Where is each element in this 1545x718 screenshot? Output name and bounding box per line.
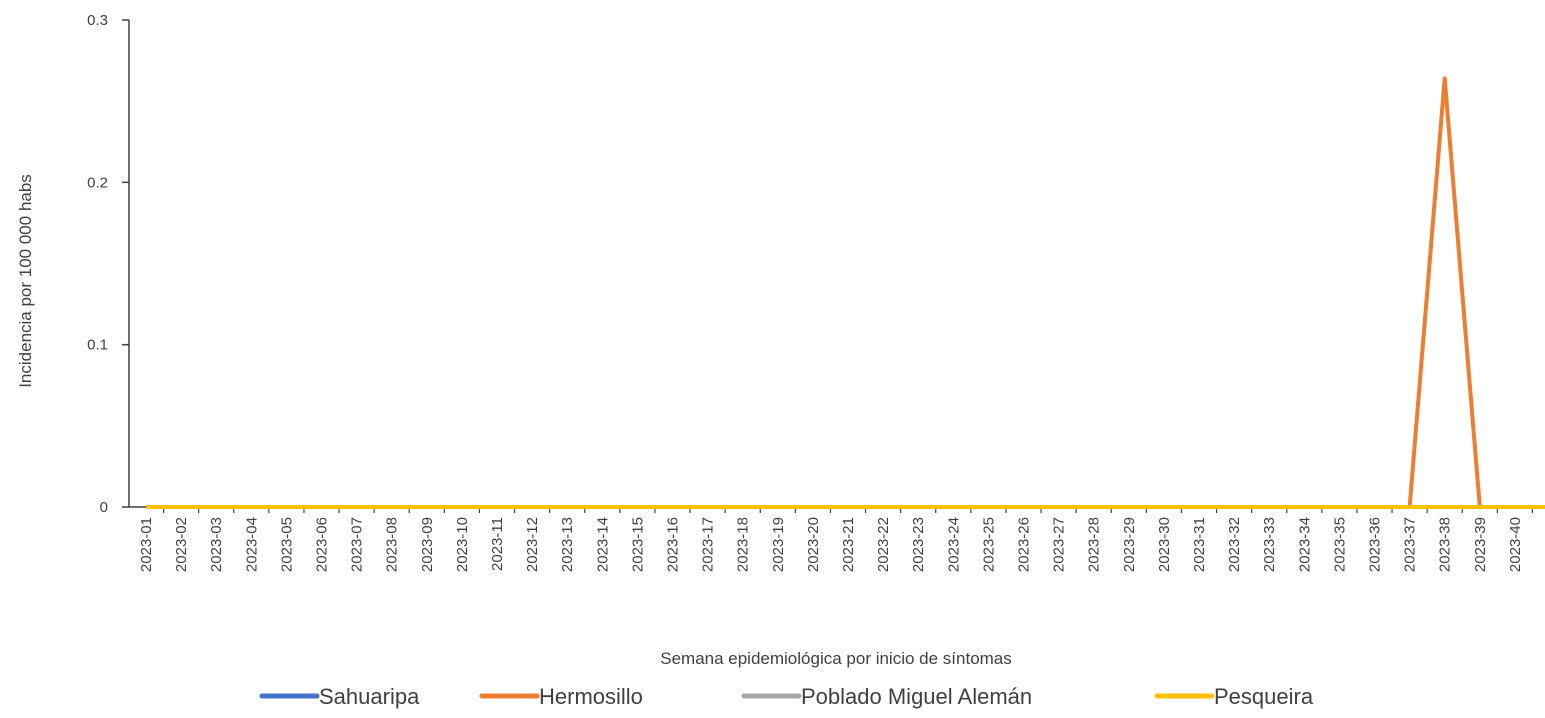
y-axis-ticks: 0 0.1 0.2 0.3 xyxy=(87,12,129,516)
x-tick-label: 2023-20 xyxy=(805,517,822,572)
y-tick-label: 0.3 xyxy=(87,12,108,29)
x-axis-title: Semana epidemiológica por inicio de sínt… xyxy=(660,649,1012,668)
x-tick-label: 2023-08 xyxy=(384,517,401,572)
x-tick-label: 2023-02 xyxy=(173,517,190,572)
x-tick-label: 2023-17 xyxy=(700,517,717,572)
series-line-1 xyxy=(146,76,1545,509)
x-axis-ticks: 2023-01 2023-02 2023-03 2023-04 2023-05 2023-… xyxy=(138,507,1534,572)
x-tick-label: 2023-27 xyxy=(1051,517,1068,572)
y-tick-label: 0 xyxy=(100,499,108,516)
x-tick-label: 2023-30 xyxy=(1156,517,1173,572)
x-tick-label: 2023-39 xyxy=(1472,517,1489,572)
x-tick-label: 2023-40 xyxy=(1507,517,1524,572)
x-tick-label: 2023-36 xyxy=(1367,517,1384,572)
x-tick-label: 2023-29 xyxy=(1121,517,1138,572)
y-tick-label: 0.1 xyxy=(87,337,108,354)
x-tick-label: 2023-11 xyxy=(489,517,506,571)
x-tick-label: 2023-22 xyxy=(875,517,892,572)
x-tick-label: 2023-38 xyxy=(1437,517,1454,572)
x-tick-label: 2023-35 xyxy=(1331,517,1348,572)
x-tick-label: 2023-18 xyxy=(735,517,752,572)
x-tick-label: 2023-21 xyxy=(840,517,857,572)
x-tick-label: 2023-03 xyxy=(208,517,225,572)
x-tick-label: 2023-01 xyxy=(138,517,155,572)
x-tick-label: 2023-14 xyxy=(594,517,611,572)
legend-label: Hermosillo xyxy=(539,684,643,709)
x-tick-label: 2023-13 xyxy=(559,517,576,572)
x-tick-label: 2023-10 xyxy=(454,517,471,572)
x-tick-label: 2023-37 xyxy=(1402,517,1419,572)
x-tick-label: 2023-16 xyxy=(665,517,682,572)
x-tick-label: 2023-25 xyxy=(980,517,997,572)
x-tick-label: 2023-28 xyxy=(1086,517,1103,572)
x-tick-label: 2023-24 xyxy=(945,517,962,572)
legend-label: Sahuaripa xyxy=(319,684,420,709)
x-tick-label: 2023-06 xyxy=(314,517,331,572)
legend: Sahuaripa Hermosillo Poblado Miguel Alemán… xyxy=(259,684,1314,709)
x-tick-label: 2023-09 xyxy=(419,517,436,572)
x-tick-label: 2023-33 xyxy=(1261,517,1278,572)
x-tick-label: 2023-05 xyxy=(278,517,295,572)
y-tick-label: 0.2 xyxy=(87,174,108,191)
x-tick-label: 2023-12 xyxy=(524,517,541,572)
x-tick-label: 2023-15 xyxy=(629,517,646,572)
series-lines xyxy=(146,76,1545,509)
x-tick-label: 2023-07 xyxy=(349,517,366,572)
x-tick-label: 2023-26 xyxy=(1016,517,1033,572)
x-tick-label: 2023-34 xyxy=(1296,517,1313,572)
x-tick-label: 2023-23 xyxy=(910,517,927,572)
x-tick-label: 2023-32 xyxy=(1226,517,1243,572)
legend-label: Poblado Miguel Alemán xyxy=(801,684,1032,709)
x-tick-label: 2023-19 xyxy=(770,517,787,572)
x-tick-label: 2023-04 xyxy=(243,517,260,572)
legend-label: Pesqueira xyxy=(1214,684,1314,709)
x-tick-label: 2023-31 xyxy=(1191,517,1208,572)
y-axis-title: Incidencia por 100 000 habs xyxy=(16,174,35,388)
